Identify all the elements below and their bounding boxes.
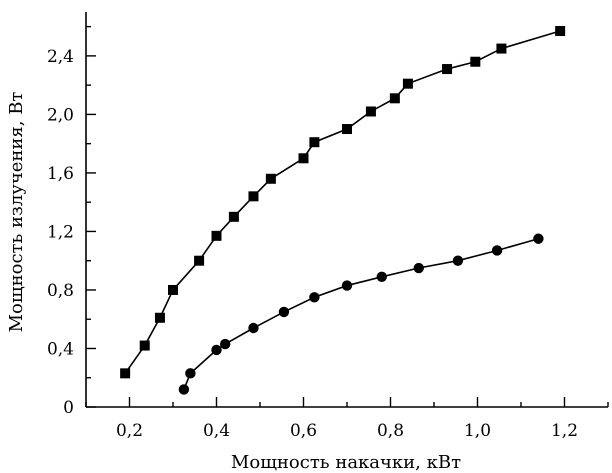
- data-point-square: [309, 137, 320, 148]
- x-axis-title: Мощность накачки, кВт: [231, 452, 461, 473]
- data-point-circle: [376, 271, 387, 282]
- x-tick-label: 0,8: [377, 421, 404, 441]
- data-point-circle: [452, 255, 464, 266]
- data-point-circle: [211, 344, 222, 356]
- data-point-square: [496, 43, 507, 54]
- data-point-circle: [533, 233, 544, 244]
- y-tick-label: 1,6: [47, 164, 74, 184]
- y-axis-title: Мощность излучения, Вт: [6, 92, 27, 333]
- data-point-square: [139, 340, 150, 351]
- data-point-square: [402, 78, 413, 89]
- data-point-circle: [341, 280, 353, 291]
- data-point-square: [248, 191, 259, 202]
- data-point-square: [154, 312, 165, 323]
- y-tick-label: 2,4: [47, 47, 74, 67]
- chart-axes: [85, 12, 608, 408]
- data-point-circle: [178, 384, 190, 395]
- data-point-square: [342, 124, 352, 135]
- data-point-circle: [185, 368, 196, 379]
- series-line: [124, 30, 561, 374]
- y-tick-label: 0,8: [47, 281, 74, 301]
- data-point-square: [555, 26, 566, 37]
- data-point-circle: [278, 306, 290, 318]
- x-tick-label: 1,2: [551, 421, 578, 441]
- data-point-circle: [248, 322, 259, 334]
- data-point-square: [120, 368, 131, 379]
- data-point-square: [470, 56, 481, 67]
- data-point-circle: [491, 245, 503, 256]
- y-tick-label: 2,0: [47, 105, 74, 125]
- y-tick-label: 0: [63, 398, 74, 418]
- data-point-square: [228, 211, 239, 222]
- data-point-square: [442, 64, 453, 75]
- data-point-square: [365, 106, 376, 117]
- data-point-square: [211, 230, 222, 241]
- x-tick-label: 0,4: [203, 421, 230, 441]
- data-point-square: [389, 93, 400, 104]
- series-line: [183, 237, 539, 390]
- x-tick-label: 0,2: [116, 421, 143, 441]
- data-point-circle: [220, 338, 231, 350]
- data-point-square: [298, 153, 309, 164]
- data-point-square: [265, 173, 276, 184]
- y-tick-label: 1,2: [47, 222, 74, 242]
- y-tick-label: 0,4: [47, 339, 74, 359]
- chart-series: [120, 26, 566, 395]
- data-point-circle: [413, 262, 424, 274]
- data-point-circle: [309, 292, 320, 303]
- chart-ticks: 0,2 0,4 0,6 0,8 1,0 1,2 0 0,4 0,8 1,2 1,6 2,0 2,4: [47, 25, 609, 441]
- x-tick-label: 0,6: [290, 421, 317, 441]
- series-2: [178, 233, 544, 395]
- x-tick-label: 1,0: [464, 421, 491, 441]
- data-point-square: [194, 255, 205, 266]
- data-point-square: [168, 284, 178, 295]
- series-1: [120, 26, 566, 379]
